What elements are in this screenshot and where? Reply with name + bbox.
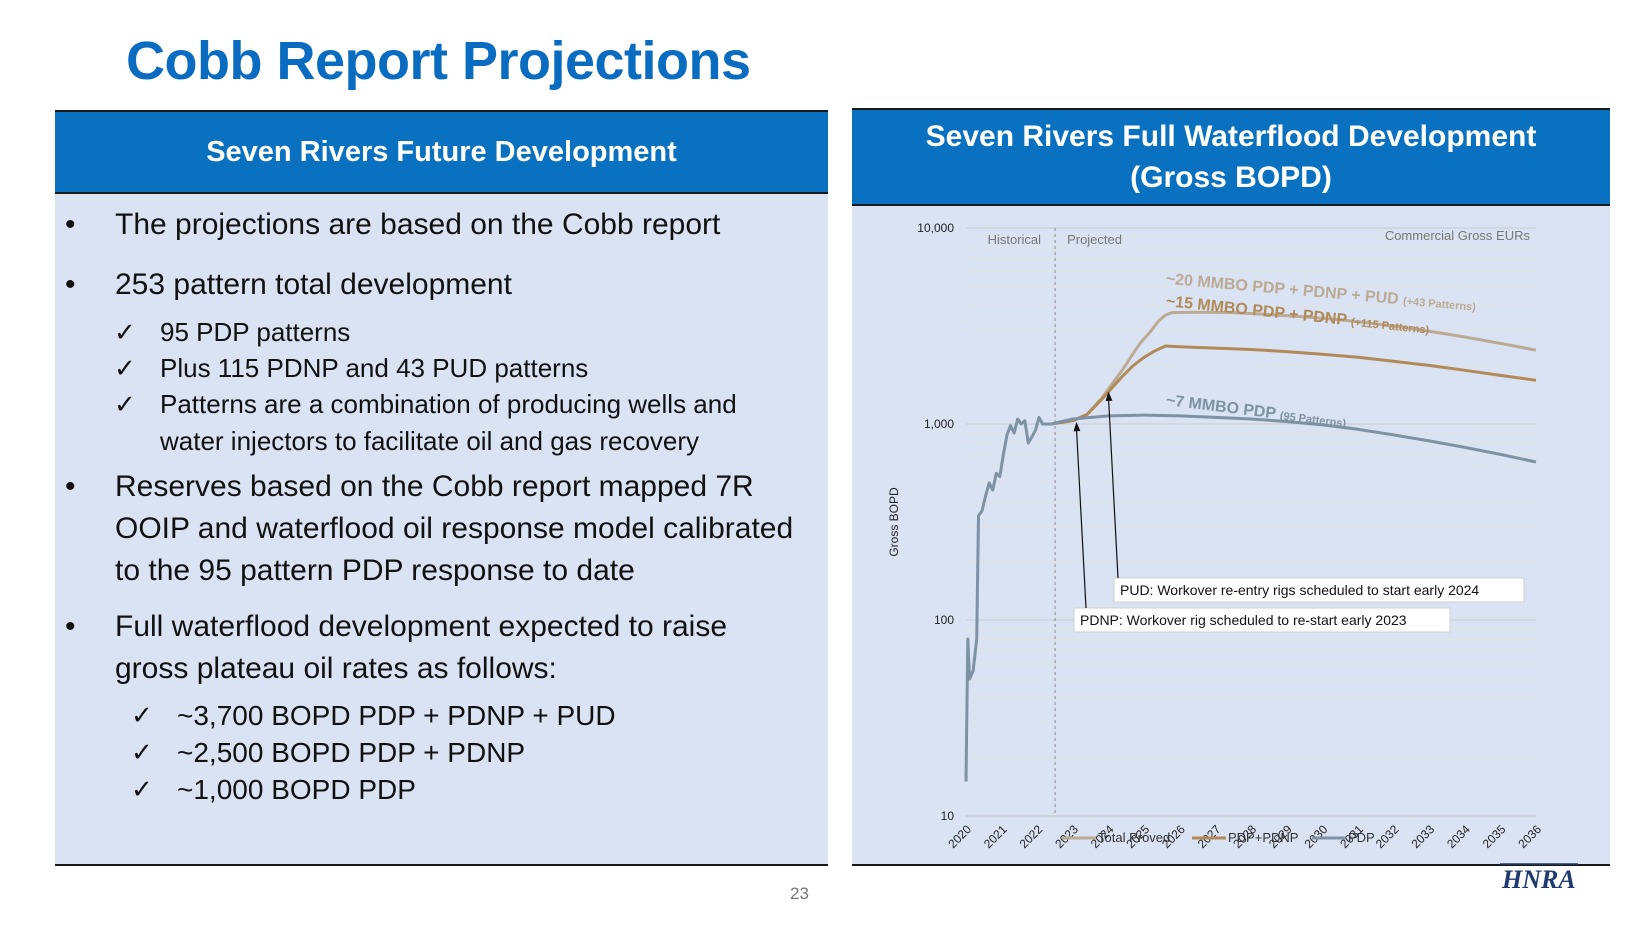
callout-arrow-line	[1107, 397, 1119, 579]
checkmark-icon: ✓	[131, 774, 153, 804]
bullet-text: 253 pattern total development	[115, 268, 512, 301]
checklist-item: ✓ Patterns are a combination of producin…	[114, 386, 800, 460]
callout-box	[1113, 577, 1525, 603]
checklist-text: Patterns are a combination of producing …	[160, 389, 737, 456]
callout-text: PUD: Workover re-entry rigs scheduled to…	[1120, 582, 1479, 598]
checkmark-icon: ✓	[131, 737, 153, 767]
legend-label: PDP+PDNP	[1228, 830, 1298, 845]
callout-arrow-line	[1075, 427, 1087, 609]
callout-arrowhead-icon	[1105, 391, 1113, 402]
bullet-dot-icon: •	[65, 268, 76, 301]
callout-box	[1073, 607, 1451, 633]
y-tick-label: 100	[934, 613, 954, 627]
checklist-item: ✓ ~2,500 BOPD PDP + PDNP	[131, 734, 797, 771]
checklist-text: ~1,000 BOPD PDP	[177, 774, 416, 805]
x-tick-label: 2020	[945, 822, 974, 851]
bullet-text: Full waterflood development expected to …	[115, 610, 728, 685]
y-tick-label: 10,000	[917, 221, 954, 235]
page-number: 23	[790, 884, 809, 903]
bullet-item: • 253 pattern total development	[65, 264, 815, 306]
x-tick-label: 2035	[1480, 822, 1509, 851]
header-line-1: Seven Rivers Full Waterflood Development	[925, 120, 1537, 153]
x-tick-label: 2021	[981, 822, 1010, 851]
projected-label: Projected	[1067, 232, 1122, 247]
callout-arrowhead-icon	[1073, 421, 1081, 432]
svg-text:HNRA: HNRA	[1501, 865, 1576, 894]
x-tick-label: 2036	[1515, 822, 1544, 851]
slide-title: Cobb Report Projections	[126, 31, 751, 91]
historical-label: Historical	[988, 232, 1042, 247]
legend-label: Total Proved	[1098, 830, 1170, 845]
checklist-text: ~3,700 BOPD PDP + PDNP + PUD	[177, 700, 616, 731]
checklist-item: ✓ ~1,000 BOPD PDP	[131, 771, 797, 808]
legend-label: PDP	[1348, 830, 1375, 845]
bullet-dot-icon: •	[65, 208, 76, 241]
callout-text: PDNP: Workover rig scheduled to re-start…	[1080, 612, 1407, 628]
x-tick-label: 2032	[1373, 822, 1402, 851]
checkmark-icon: ✓	[131, 700, 153, 730]
x-tick-label: 2033	[1408, 822, 1437, 851]
checkmark-icon: ✓	[114, 353, 136, 383]
pdp-pdnp-line	[1051, 344, 1537, 426]
bullet-item: • Reserves based on the Cobb report mapp…	[65, 466, 805, 592]
bullet-text: The projections are based on the Cobb re…	[115, 208, 721, 241]
waterflood-chart-header: Seven Rivers Full Waterflood Development…	[852, 110, 1610, 206]
checkmark-icon: ✓	[114, 317, 136, 347]
waterflood-chart-panel: Seven Rivers Full Waterflood Development…	[852, 108, 1610, 866]
total-proved-line	[1051, 310, 1537, 426]
checkmark-icon: ✓	[114, 389, 136, 419]
bullet-dot-icon: •	[65, 470, 76, 503]
x-tick-label: 2034	[1444, 822, 1473, 851]
company-logo: HNRA	[1500, 863, 1578, 894]
future-development-panel: Seven Rivers Future Development • The pr…	[55, 110, 828, 866]
pdp-line	[964, 413, 1537, 782]
checklist-text: ~2,500 BOPD PDP + PDNP	[177, 737, 526, 768]
checklist-item: ✓ 95 PDP patterns	[114, 314, 800, 351]
checklist-item: ✓ ~3,700 BOPD PDP + PDNP + PUD	[131, 697, 797, 734]
x-tick-label: 2022	[1017, 822, 1046, 851]
gross-bopd-chart: 10 100 1,000 10,000 Gross BOPD 2020 2021 2022 20…	[887, 221, 1544, 851]
checklist-item: ✓ Plus 115 PDNP and 43 PUD patterns	[114, 350, 800, 387]
checklist-text: 95 PDP patterns	[160, 317, 351, 347]
bullet-item: • The projections are based on the Cobb …	[65, 204, 815, 246]
bullet-text: Reserves based on the Cobb report mapped…	[115, 470, 794, 587]
y-axis-label: Gross BOPD	[887, 487, 901, 557]
header-line-2: (Gross BOPD)	[1130, 161, 1332, 194]
checklist-text: Plus 115 PDNP and 43 PUD patterns	[160, 353, 589, 383]
y-tick-label: 1,000	[924, 417, 954, 431]
series-annotation: ~7 MMBO PDP (95 Patterns)	[1165, 392, 1348, 431]
future-development-header: Seven Rivers Future Development	[55, 112, 828, 194]
bullet-dot-icon: •	[65, 610, 76, 643]
bullet-item: • Full waterflood development expected t…	[65, 606, 795, 690]
commercial-eurs-label: Commercial Gross EURs	[1385, 228, 1531, 243]
y-tick-label: 10	[941, 809, 955, 823]
